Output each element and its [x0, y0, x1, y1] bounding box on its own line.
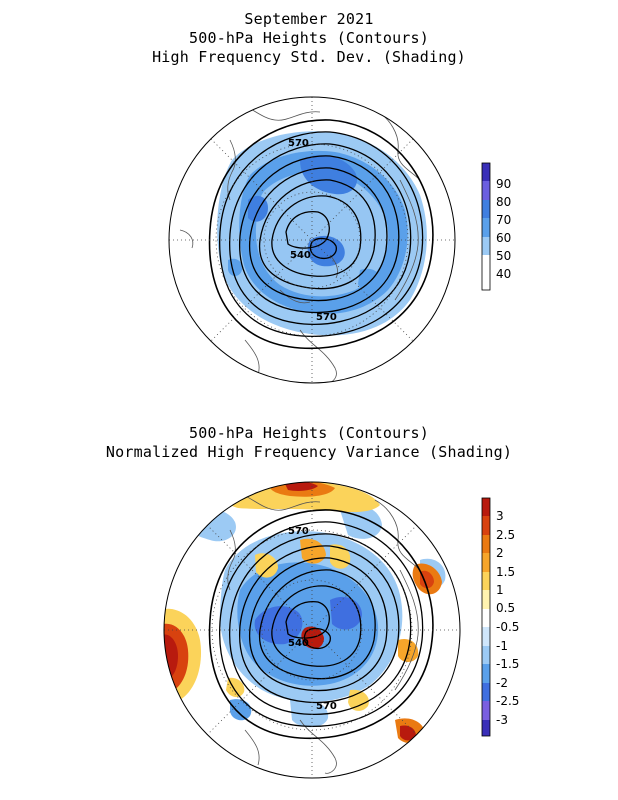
bottom-cb-label-0.5: 0.5 [496, 601, 515, 615]
bottom-title-line-1: 500-hPa Heights (Contours) [189, 424, 429, 442]
bottom-contour-label-540: 540 [288, 638, 309, 649]
bottom-cb-label-1.5: 1.5 [496, 565, 515, 579]
top-title-line-2: 500-hPa Heights (Contours) [189, 29, 429, 47]
top-cb-label-50: 50 [496, 249, 511, 263]
bottom-cb-label-2: 2 [496, 546, 504, 560]
top-colorbar: 90 80 70 60 50 40 [481, 162, 511, 291]
top-map: 570 540 570 [168, 96, 456, 384]
top-cb-label-40: 40 [496, 267, 511, 281]
bottom-map: 570 540 570 [163, 481, 461, 779]
bottom-cb-label-neg2.5: -2.5 [496, 694, 519, 708]
top-contour-label-570-south: 570 [316, 312, 337, 323]
top-cb-label-90: 90 [496, 177, 511, 191]
top-graticule [169, 97, 455, 383]
bottom-title: 500-hPa Heights (Contours) Normalized Hi… [0, 424, 618, 462]
bottom-cb-label-3: 3 [496, 509, 504, 523]
top-map-border [168, 96, 456, 384]
bottom-title-line-2: Normalized High Frequency Variance (Shad… [105, 443, 513, 461]
top-cb-swatch-70 [482, 200, 490, 218]
top-cb-swatch-low [482, 274, 490, 290]
bottom-contour-label-570-north: 570 [288, 526, 309, 537]
bottom-contour-label-570-south: 570 [316, 701, 337, 712]
top-title-line-3: High Frequency Std. Dev. (Shading) [152, 48, 466, 66]
bottom-cb-label-1: 1 [496, 583, 504, 597]
bottom-graticule [164, 482, 460, 778]
bottom-cb-label-neg2: -2 [496, 676, 508, 690]
top-title-line-1: September 2021 [244, 10, 374, 28]
top-cb-swatch-90 [482, 163, 490, 181]
top-contour-label-540: 540 [290, 250, 311, 261]
bottom-cb-label-2.5: 2.5 [496, 528, 515, 542]
bottom-cb-label-neg0.5: -0.5 [496, 620, 519, 634]
top-title: September 2021 500-hPa Heights (Contours… [0, 10, 618, 67]
top-cb-swatch-80 [482, 181, 490, 200]
bottom-cb-label-neg1.5: -1.5 [496, 657, 519, 671]
bottom-cb-label-neg1: -1 [496, 639, 508, 653]
top-shading [217, 131, 427, 336]
top-cb-label-60: 60 [496, 231, 511, 245]
top-cb-swatch-40 [482, 255, 490, 274]
bottom-map-border [163, 481, 461, 779]
bottom-colorbar: 3 2.5 2 1.5 1 0.5 -0.5 -1 -1.5 -2 -2.5 -… [481, 497, 519, 737]
top-cb-swatch-60 [482, 218, 490, 237]
bottom-cb-label-neg3: -3 [496, 713, 508, 727]
top-contour-label-570-north: 570 [288, 138, 309, 149]
bottom-height-contours [208, 509, 434, 740]
top-cb-label-80: 80 [496, 195, 511, 209]
bottom-shading [164, 482, 446, 744]
top-height-contours [208, 119, 434, 350]
top-cb-swatch-50 [482, 237, 490, 255]
top-cb-label-70: 70 [496, 213, 511, 227]
